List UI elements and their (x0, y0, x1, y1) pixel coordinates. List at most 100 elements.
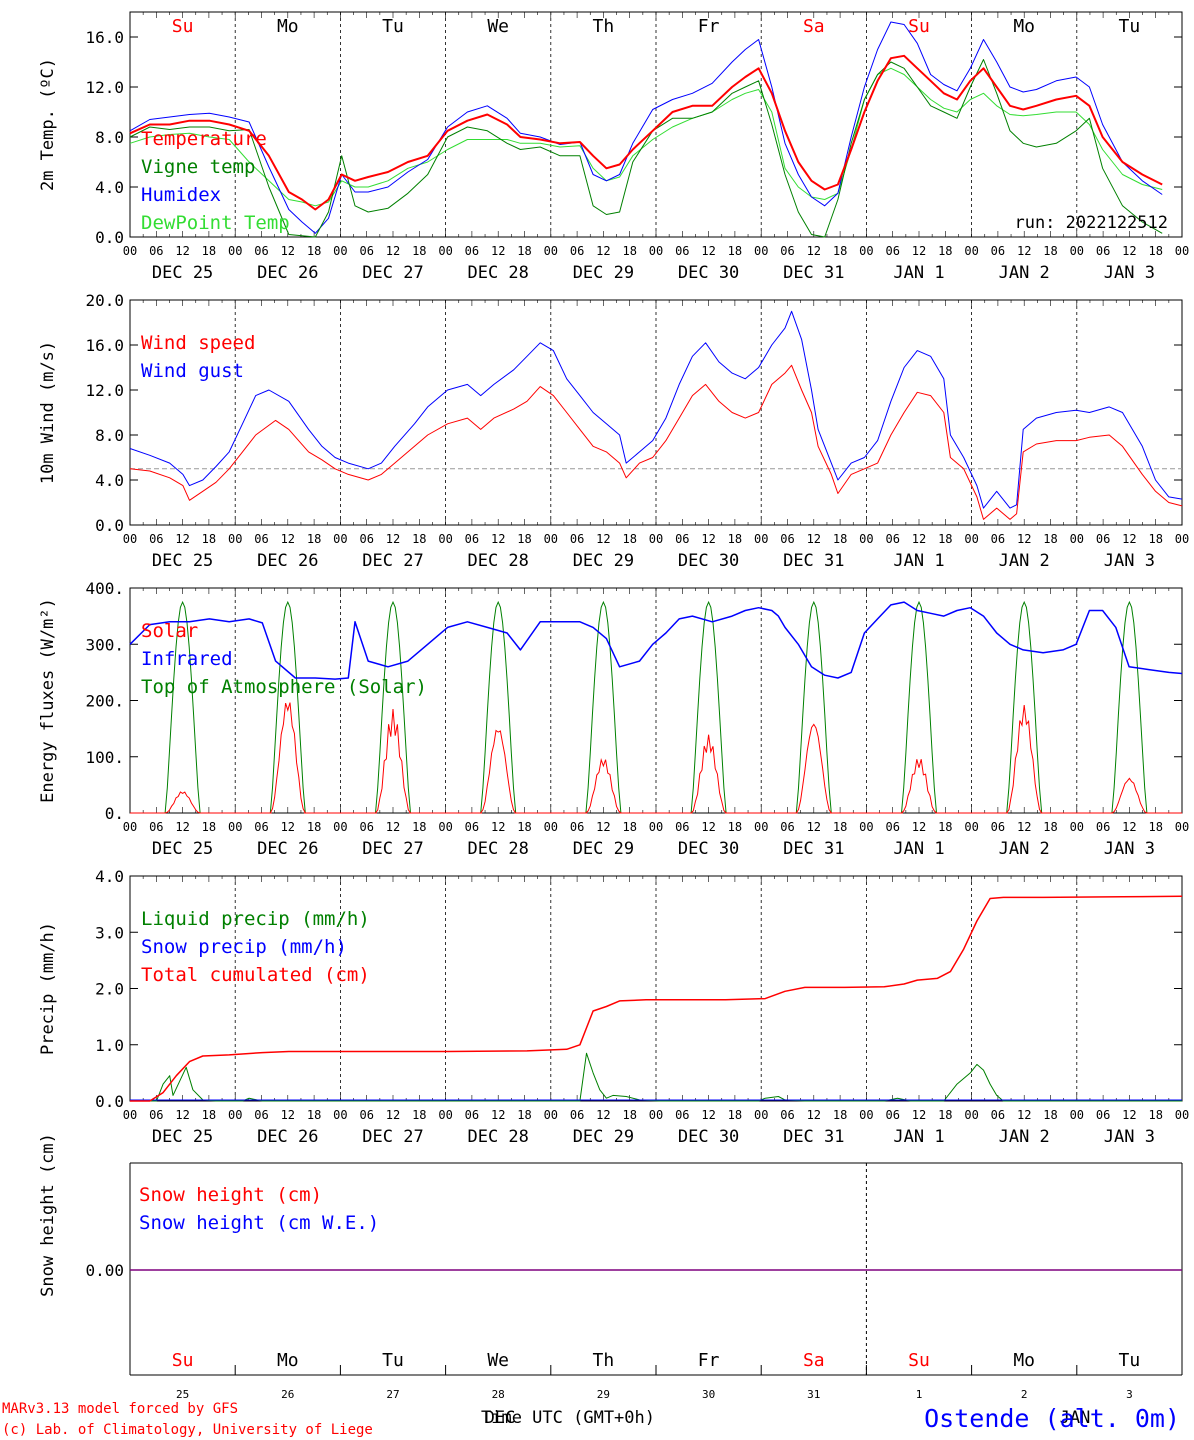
hour-tick-label: 18 (517, 1108, 531, 1122)
hour-tick-label: 18 (622, 532, 636, 546)
hour-tick-label: 18 (833, 820, 847, 834)
hour-tick-label: 12 (491, 532, 505, 546)
hour-tick-label: 12 (175, 532, 189, 546)
hour-tick-label: 00 (438, 820, 452, 834)
y-axis-label: 10m Wind (m/s) (38, 341, 58, 484)
run-label: run: 2022122512 (1014, 213, 1168, 233)
hour-tick-label: 12 (1017, 820, 1031, 834)
hour-tick-label: 06 (254, 532, 268, 546)
panel-3: 00 06 12 18 00 06 12 18 00 06 12 18 00 06 12 18 00 06 12 18… (38, 579, 1189, 859)
weekday-label: Mo (1013, 16, 1035, 37)
hour-tick-label: 00 (964, 532, 978, 546)
day-number-label: 26 (281, 1388, 294, 1401)
hour-tick-label: 00 (123, 1108, 137, 1122)
hour-tick-label: 00 (333, 244, 347, 258)
y-axis-label: Precip (mm/h) (38, 922, 58, 1055)
weekday-label: Tu (382, 16, 404, 37)
hour-tick-label: 18 (307, 532, 321, 546)
hour-tick-label: 18 (938, 244, 952, 258)
hour-tick-label: 00 (1175, 1108, 1189, 1122)
hour-tick-label: 06 (149, 1108, 163, 1122)
legend-entry: Snow height (cm W.E.) (139, 1212, 379, 1234)
date-label: DEC 26 (257, 839, 318, 859)
hour-tick-label: 00 (1175, 820, 1189, 834)
hour-tick-label: 00 (964, 244, 978, 258)
date-label: JAN 3 (1104, 839, 1155, 859)
day-number-label: 3 (1126, 1388, 1133, 1401)
hour-tick-label: 12 (912, 1108, 926, 1122)
hour-tick-label: 18 (202, 532, 216, 546)
hour-tick-label: 12 (807, 244, 821, 258)
date-label: DEC 30 (678, 263, 739, 283)
hour-tick-label: 12 (1017, 244, 1031, 258)
panel-frame (129, 299, 1183, 526)
weekday-label: Th (593, 16, 615, 37)
hour-tick-label: 06 (885, 244, 899, 258)
hour-tick-label: 12 (1122, 244, 1136, 258)
hour-tick-label: 00 (228, 820, 242, 834)
hour-tick-label: 12 (1017, 532, 1031, 546)
hour-tick-label: 00 (228, 532, 242, 546)
hour-tick-label: 18 (202, 244, 216, 258)
hour-tick-label: 00 (228, 244, 242, 258)
hour-tick-label: 12 (175, 1108, 189, 1122)
hour-tick-label: 18 (1148, 244, 1162, 258)
weekday-label: Sa (803, 16, 825, 37)
legend-entry: Humidex (141, 184, 221, 206)
credit-line: (c) Lab. of Climatology, University of L… (2, 1422, 373, 1438)
date-label: JAN 3 (1104, 551, 1155, 571)
hour-tick-label: 12 (1122, 1108, 1136, 1122)
hour-tick-label: 00 (1070, 244, 1084, 258)
hour-tick-label: 00 (649, 1108, 663, 1122)
day-number-label: 27 (386, 1388, 399, 1401)
hour-tick-label: 00 (1070, 820, 1084, 834)
hour-tick-label: 12 (701, 820, 715, 834)
hour-tick-label: 18 (517, 244, 531, 258)
hour-tick-label: 06 (359, 1108, 373, 1122)
hour-tick-label: 00 (754, 244, 768, 258)
day-number-label: 2 (1021, 1388, 1028, 1401)
y-tick-label: 16.0 (85, 336, 124, 355)
hour-tick-label: 00 (859, 532, 873, 546)
panel-1: 00 06 12 18 00 06 12 18 00 06 12 18 00 06 12 18 00 06 12 18… (38, 11, 1189, 283)
station-label: Ostende (alt. 0m) (924, 1404, 1180, 1433)
hour-tick-label: 00 (544, 820, 558, 834)
hour-tick-label: 00 (1175, 532, 1189, 546)
weekday-label: Fr (698, 16, 720, 37)
legend-entry: Infrared (141, 648, 233, 670)
hour-tick-label: 18 (412, 244, 426, 258)
y-tick-label: 8.0 (95, 128, 124, 147)
date-label: JAN 2 (999, 839, 1050, 859)
panel-4: 00 06 12 18 00 06 12 18 00 06 12 18 00 06 12 18 00 06 12 18… (38, 867, 1189, 1147)
y-tick-label: 8.0 (95, 426, 124, 445)
hour-tick-label: 12 (175, 820, 189, 834)
hour-tick-label: 00 (964, 1108, 978, 1122)
hour-tick-label: 18 (728, 820, 742, 834)
hour-tick-label: 18 (728, 244, 742, 258)
weekday-label: Th (593, 1350, 615, 1371)
hour-tick-label: 06 (1096, 244, 1110, 258)
hour-tick-label: 12 (701, 1108, 715, 1122)
day-number-label: 29 (597, 1388, 610, 1401)
hour-tick-label: 12 (175, 244, 189, 258)
hour-tick-label: 00 (859, 820, 873, 834)
hour-tick-label: 00 (1175, 244, 1189, 258)
hour-tick-label: 12 (807, 1108, 821, 1122)
y-tick-label: 300. (85, 635, 124, 654)
legend-entry: Liquid precip (mm/h) (141, 908, 370, 930)
hour-tick-label: 12 (596, 532, 610, 546)
panel-5: 0.00 Snow height (cm) Snow height (cm) Snow… (38, 1133, 1183, 1428)
hour-tick-label: 12 (1122, 820, 1136, 834)
hour-tick-label: 18 (728, 1108, 742, 1122)
date-label: JAN 1 (893, 839, 944, 859)
hour-tick-label: 12 (386, 820, 400, 834)
hour-tick-label: 18 (307, 820, 321, 834)
hour-tick-label: 12 (1122, 532, 1136, 546)
hour-tick-label: 06 (359, 532, 373, 546)
hour-tick-label: 00 (333, 532, 347, 546)
hour-tick-label: 06 (780, 1108, 794, 1122)
hour-tick-label: 06 (254, 1108, 268, 1122)
date-label: DEC 29 (573, 1127, 634, 1147)
hour-tick-label: 00 (123, 532, 137, 546)
